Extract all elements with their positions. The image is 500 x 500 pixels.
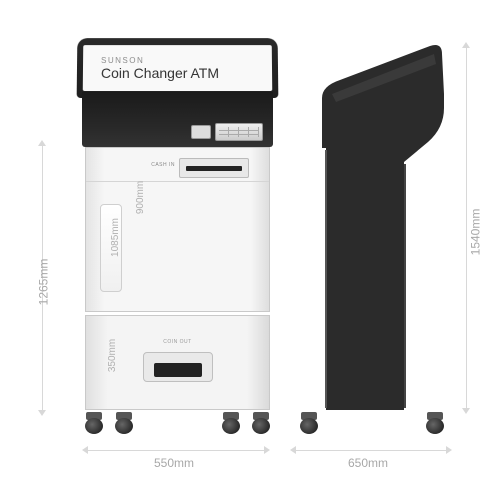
- dim-side-width: 650mm: [348, 456, 388, 470]
- marquee-sign: SUNSON Coin Changer ATM: [77, 38, 279, 98]
- dim-front-height-total: 1265mm: [36, 259, 50, 306]
- caster-icon: [248, 412, 274, 434]
- dim-front-width: 550mm: [154, 456, 194, 470]
- side-profile: [292, 38, 452, 438]
- caster-icon: [111, 412, 137, 434]
- arrow-up-icon: [38, 140, 46, 146]
- front-casters: [79, 410, 276, 438]
- product-title: Coin Changer ATM: [101, 65, 272, 81]
- bill-slot-icon: [179, 158, 249, 178]
- arrow-right-icon: [264, 446, 270, 454]
- dim-body-height: 1085mm: [110, 218, 121, 257]
- caster-icon: [296, 412, 322, 434]
- coin-tray-icon: [143, 352, 213, 382]
- arrow-up-icon: [462, 42, 470, 48]
- arrow-right-icon: [446, 446, 452, 454]
- arrow-left-icon: [82, 446, 88, 454]
- cash-in-label: CASH IN: [151, 162, 175, 168]
- keypad-icon: [215, 123, 263, 141]
- card-reader-icon: [191, 125, 211, 139]
- side-casters: [292, 410, 452, 438]
- arrow-down-icon: [462, 408, 470, 414]
- caster-icon: [81, 412, 107, 434]
- diagram-stage: SUNSON Coin Changer ATM CASH IN COIN OUT: [0, 0, 500, 500]
- dim-line-front-width: [88, 450, 264, 451]
- coin-out-label: COIN OUT: [163, 339, 191, 345]
- brand-label: SUNSON: [101, 56, 272, 65]
- caster-icon: [218, 412, 244, 434]
- bill-acceptor-row: CASH IN: [86, 154, 269, 182]
- sign-panel: SUNSON Coin Changer ATM: [83, 45, 273, 91]
- dim-line-side-height: [466, 48, 467, 408]
- dim-line-side-width: [296, 450, 446, 451]
- dim-side-height: 1540mm: [468, 209, 482, 256]
- caster-icon: [422, 412, 448, 434]
- side-view: [292, 38, 452, 438]
- dim-slot-height: 900mm: [135, 181, 146, 214]
- arrow-down-icon: [38, 410, 46, 416]
- arrow-left-icon: [290, 446, 296, 454]
- dim-lower-height: 350mm: [107, 339, 118, 372]
- console-panel: [82, 92, 273, 147]
